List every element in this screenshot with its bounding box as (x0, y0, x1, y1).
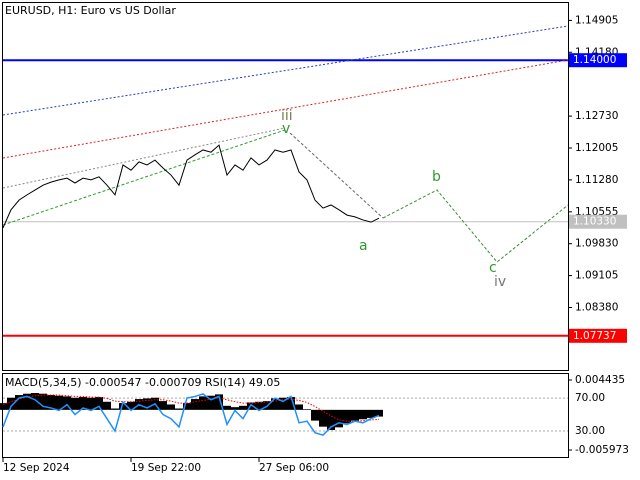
histogram-bar (103, 401, 111, 410)
wave-label: v (282, 121, 290, 137)
channel-green (2, 129, 286, 226)
histogram-bar (39, 393, 47, 410)
y-tick-label: 1.09105 (575, 270, 618, 282)
wave-forecast (382, 189, 569, 263)
histogram-bar (199, 396, 207, 410)
histogram-bar (55, 395, 63, 410)
histogram-bar (23, 393, 31, 410)
level-box (569, 53, 627, 68)
histogram-bar (335, 409, 343, 428)
histogram-bar (167, 404, 175, 410)
histogram-bar (223, 405, 231, 410)
histogram-bar (311, 409, 319, 421)
histogram-bar (175, 408, 183, 410)
main-panel (2, 2, 569, 371)
indicator-title: MACD(5,34,5) -0.000547 -0.000709 RSI(14)… (5, 376, 280, 389)
y-tick-label: 1.14905 (575, 14, 618, 26)
x-tick-label: 27 Sep 06:00 (259, 462, 329, 474)
y-tick-label: 1.08380 (575, 302, 618, 314)
histogram-bar (191, 399, 199, 410)
histogram-bar (71, 397, 79, 410)
histogram-bar (111, 408, 119, 410)
histogram-bar (95, 397, 103, 410)
y-tick-label: 1.09830 (575, 238, 618, 250)
y-tick-label: 1.12730 (575, 110, 618, 122)
x-tick-label: 19 Sep 22:00 (131, 462, 201, 474)
histogram-bar (207, 395, 215, 410)
histogram-bar (279, 397, 287, 410)
chart-title: EURUSD, H1: Euro vs US Dollar (5, 4, 176, 17)
histogram-bar (351, 409, 359, 421)
y-tick-label: 1.11280 (575, 174, 618, 186)
histogram-bar (0, 403, 7, 410)
level-box (569, 214, 627, 229)
histogram-bar (127, 401, 135, 410)
histogram-bar (303, 409, 311, 410)
histogram-bar (287, 397, 295, 410)
wave-label: a (359, 238, 368, 254)
level-label: 1.10330 (573, 216, 616, 228)
wave-label: iii (281, 108, 293, 124)
histogram-bar (295, 404, 303, 410)
y2-tick-label: 30.00 (575, 425, 605, 437)
histogram-bar (183, 403, 191, 410)
rsi-line (2, 393, 380, 437)
level-label: 1.07737 (573, 330, 616, 342)
sub-panel (2, 373, 569, 458)
histogram-bar (7, 397, 15, 410)
y2-tick-label: 70.00 (575, 392, 605, 404)
channel-upper (2, 25, 569, 116)
histogram-bar (239, 405, 247, 410)
histogram-bar (15, 395, 23, 410)
histogram-bar (327, 409, 335, 431)
histogram-bar (359, 409, 367, 420)
histogram-bar (231, 407, 239, 410)
histogram-bar (31, 393, 39, 410)
histogram-bar (367, 409, 375, 418)
wave-label: iv (494, 274, 506, 290)
y-tick-label: -0.005973 (575, 444, 629, 456)
histogram-bar (87, 397, 95, 410)
level-label: 1.14000 (573, 54, 616, 66)
histogram-bar (159, 401, 167, 410)
histogram-bar (255, 401, 263, 410)
histogram-bar (343, 409, 351, 424)
histogram-bar (63, 396, 71, 410)
signal-line (2, 394, 380, 422)
wave-label: b (432, 169, 441, 185)
histogram-bar (375, 409, 383, 417)
channel-red (2, 59, 569, 159)
level-box (569, 328, 627, 343)
histogram-bar (215, 394, 223, 410)
wave-path (289, 132, 384, 219)
histogram-bar (319, 409, 327, 427)
price-line (2, 144, 380, 229)
histogram-bar (119, 403, 127, 410)
histogram-bar (271, 398, 279, 410)
channel-gray (2, 127, 286, 189)
x-tick-label: 12 Sep 2024 (3, 462, 70, 474)
y-tick-label: 1.12005 (575, 142, 618, 154)
wave-label: c (489, 260, 497, 276)
histogram-bar (47, 395, 55, 410)
histogram-bar (143, 398, 151, 410)
y-tick-label: 0.004435 (575, 374, 625, 386)
histogram-bar (79, 397, 87, 410)
